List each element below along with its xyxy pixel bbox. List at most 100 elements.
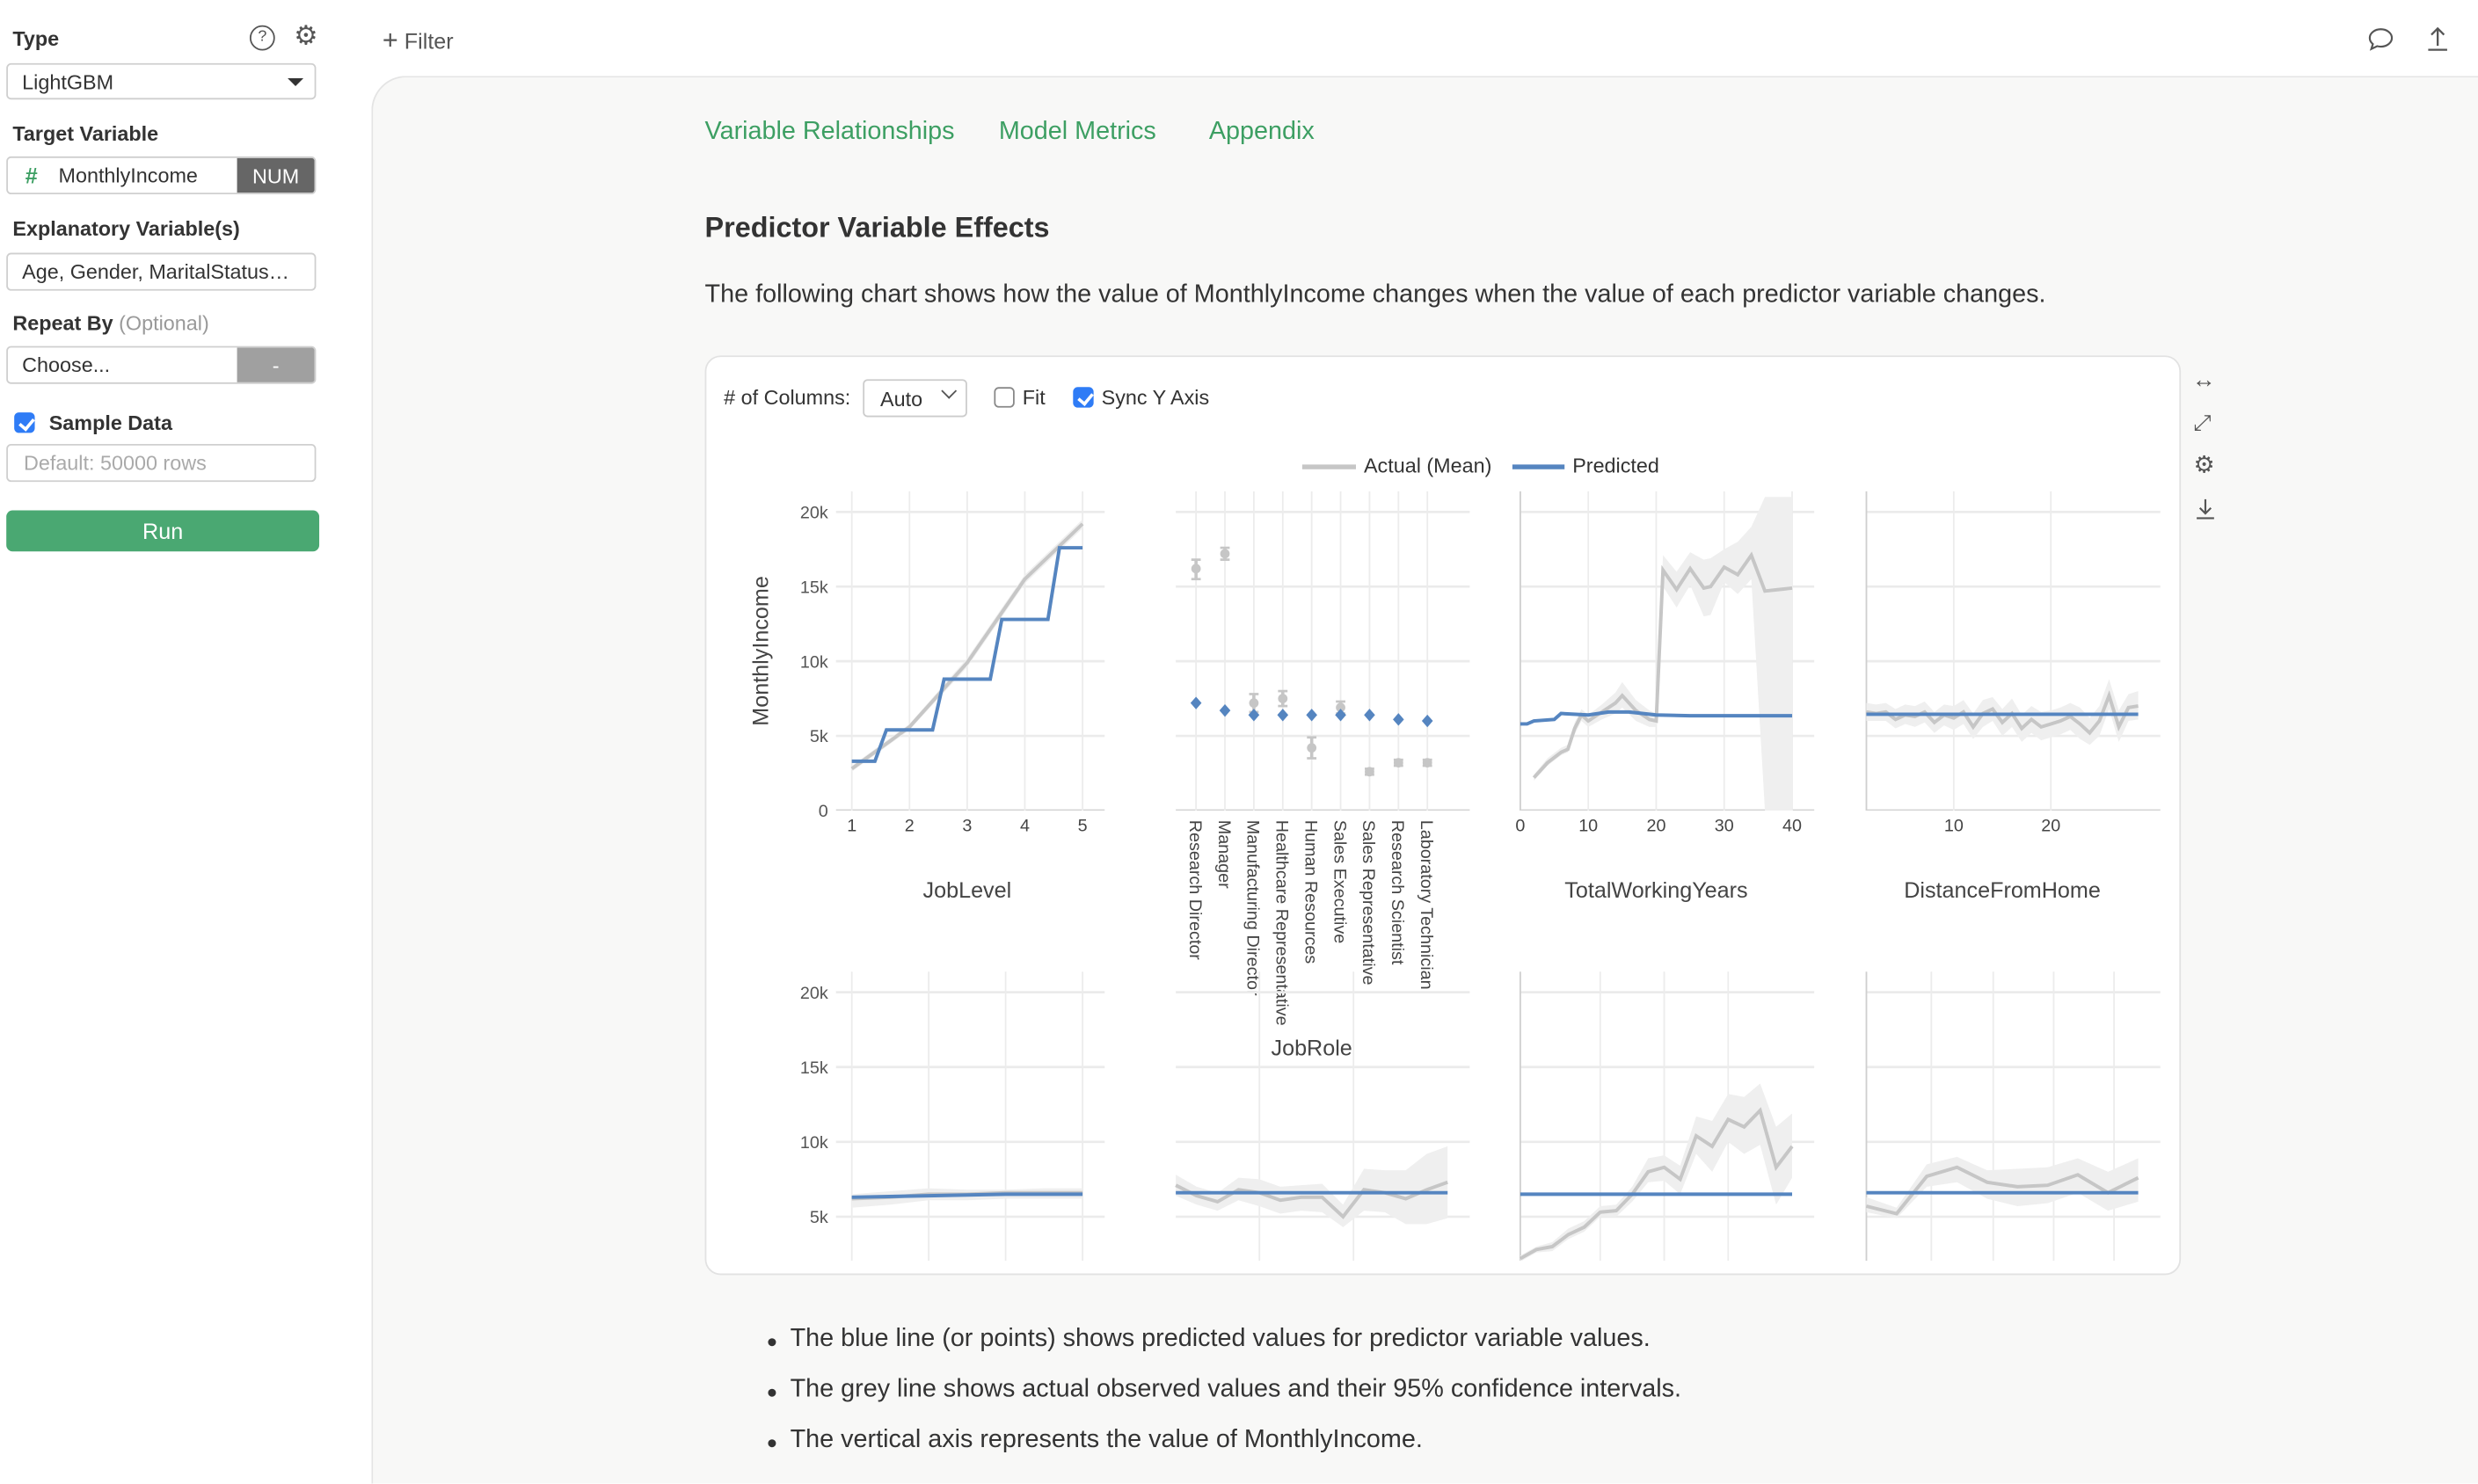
predicted-point [1219,703,1231,717]
columns-label: # of Columns: [724,385,851,410]
gear-icon[interactable]: ⚙ [294,20,318,51]
x-axis-title: JobRole [1272,1037,1352,1061]
x-tick-label: Sales Executive [1330,820,1349,944]
x-tick-label: 40 [1782,816,1802,835]
note-item: The vertical axis represents the value o… [768,1426,1423,1455]
y-tick-label: 10k [800,652,828,672]
repeat-by-optional: (Optional) [119,311,209,336]
legend-predicted-label: Predicted [1572,453,1659,477]
x-tick-label: Sales Representative [1359,820,1378,986]
x-tick-label: 1 [847,816,856,835]
explanatory-variables-field[interactable]: Age, Gender, MaritalStatus… [6,252,317,291]
x-axis-title: JobLevel [923,878,1012,903]
x-tick-label: Manager [1214,820,1234,889]
target-variable-value: MonthlyIncome [58,164,198,187]
tab-variable-relationships[interactable]: Variable Relationships [704,118,955,146]
section-description: The following chart shows how the value … [704,280,2046,309]
x-tick-label: Research Director [1185,820,1205,961]
repeat-by-select[interactable]: Choose... - [6,346,317,384]
sample-rows-input[interactable]: Default: 50000 rows [6,444,317,483]
chart-card: 0 5k 10k 15k 20k 5k 10k 15k 20k MonthlyIncome 1 2 3 4… [704,355,2182,1276]
repeat-by-label: Repeat By (Optional) [12,311,208,335]
x-tick-label: 10 [1944,816,1964,835]
note-text: The vertical axis represents the value o… [790,1426,1423,1454]
actual-point [1393,758,1403,768]
sample-rows-placeholder: Default: 50000 rows [23,451,207,476]
actual-confidence-band [1176,1146,1448,1227]
actual-confidence-band [1866,679,2139,746]
predicted-point [1421,714,1433,728]
repeat-by-clear-button[interactable]: - [237,347,315,382]
type-select-value: LightGBM [22,69,114,94]
x-tick-label: 0 [1515,816,1525,835]
sample-data-checkbox[interactable] [14,412,35,433]
y-axis-label: MonthlyIncome [748,576,773,726]
actual-point [1336,702,1345,713]
help-icon[interactable]: ? [249,25,275,51]
fullscreen-icon[interactable]: ⤢ [2193,409,2212,435]
download-icon[interactable] [2195,498,2215,520]
effects-chart: 0 5k 10k 15k 20k 5k 10k 15k 20k MonthlyIncome 1 2 3 4… [748,491,2161,1262]
x-tick-label: 20 [1646,816,1665,835]
y-tick-label: 5k [810,727,828,746]
num-type-badge: NUM [237,157,315,193]
actual-mean-line [850,522,1084,771]
columns-select[interactable]: Auto [863,379,967,418]
x-tick-label: 30 [1715,816,1734,835]
x-axis-title: TotalWorkingYears [1564,878,1747,903]
predicted-line [851,1192,1083,1199]
repeat-by-value: Choose... [22,353,111,377]
actual-confidence-band [1866,1156,2139,1218]
x-tick-label: Human Resources [1301,820,1320,964]
chart-settings-gear-icon[interactable]: ⚙ [2193,451,2215,479]
add-filter-button[interactable]: + Filter [383,25,454,57]
sync-y-axis-checkbox[interactable] [1073,387,1094,408]
note-item: The grey line shows actual observed valu… [768,1376,1681,1404]
predicted-line [851,546,1083,763]
y-tick-label: 20k [800,984,828,1003]
predicted-point [1190,696,1202,709]
comment-icon[interactable] [2367,27,2394,53]
actual-point [1278,694,1288,703]
chart-panel [835,971,1105,1262]
expand-horizontal-icon[interactable]: ↔ [2191,366,2216,394]
actual-point [1365,767,1374,777]
export-icon[interactable] [2426,25,2450,53]
tab-appendix[interactable]: Appendix [1208,118,1315,146]
x-axis-title: DistanceFromHome [1904,878,2101,903]
y-tick-label: 10k [800,1133,828,1153]
chart-panel [1865,491,2161,811]
predicted-point [1248,709,1260,722]
type-select[interactable]: LightGBM [6,62,317,100]
run-button[interactable]: Run [6,510,320,552]
x-tick-label: Laboratory Technician [1417,820,1436,990]
legend-predicted-swatch [1512,464,1565,469]
predicted-point [1393,713,1404,726]
y-tick-label: 5k [810,1208,828,1227]
fit-checkbox[interactable] [994,387,1015,408]
type-label: Type [12,26,60,51]
actual-confidence-band [1534,497,1793,811]
actual-confidence-band [851,519,1083,772]
chevron-down-icon [941,382,958,399]
explanatory-variables-value: Age, Gender, MaritalStatus… [22,259,290,284]
predicted-point [1277,709,1289,722]
actual-mean-line [1866,690,2139,736]
actual-point [1307,743,1317,753]
x-tick-label: Research Scientist [1388,820,1407,965]
filter-label: Filter [404,28,454,55]
chart-panel [835,491,1105,811]
numeric-hash-icon: # [25,163,38,188]
caret-down-icon [288,77,304,86]
y-tick-label: 0 [819,802,828,821]
y-tick-label: 15k [800,1058,828,1078]
target-variable-label: Target Variable [12,121,159,146]
tab-model-metrics[interactable]: Model Metrics [998,118,1156,146]
actual-point [1249,698,1259,709]
repeat-by-title: Repeat By [12,311,113,336]
actual-mean-line [1519,1107,1794,1261]
y-tick-label: 20k [800,503,828,522]
explanatory-variables-label: Explanatory Variable(s) [12,216,240,241]
target-variable-field[interactable]: # MonthlyIncome NUM [6,156,317,195]
x-tick-label: 20 [2041,816,2060,835]
